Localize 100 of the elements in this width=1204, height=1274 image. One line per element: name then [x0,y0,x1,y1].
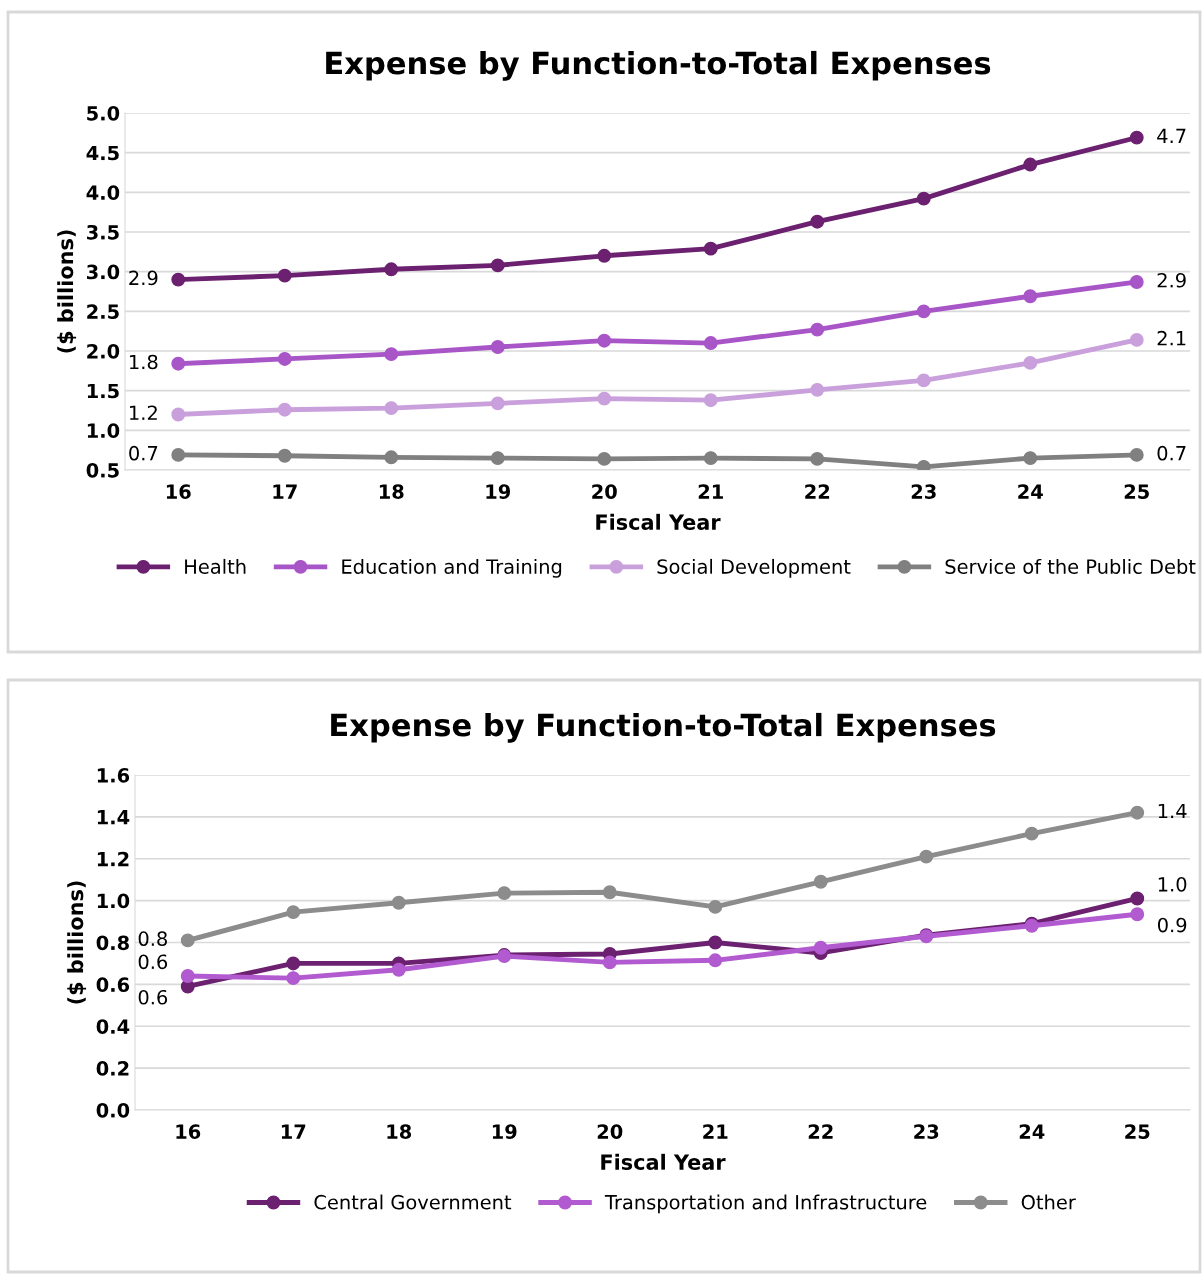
point [916,191,931,206]
chart-title: Expense by Function-to-Total Expenses [326,50,991,81]
point [597,391,612,406]
y-tick-label: 4.5 [86,145,119,161]
legend-label: Service of the Public Debt [945,558,1196,574]
point [810,322,825,337]
y-tick-label: 1.2 [97,851,129,867]
x-tick-label: 25 [1125,1124,1150,1139]
point [708,953,723,968]
data-label: 1.8 [130,354,158,370]
data-label: 2.9 [129,270,158,286]
point [277,268,292,283]
y-tick-label: 2.0 [87,343,120,359]
x-axis-title: Fiscal Year [596,513,721,530]
point [171,447,186,462]
point [602,955,617,970]
data-label: 4.7 [1157,128,1186,143]
point [277,402,292,417]
x-tick-label: 22 [808,1124,833,1139]
x-axis-title: Fiscal Year [601,1153,726,1170]
point [708,935,723,950]
point [1129,332,1144,347]
point [1023,451,1038,466]
legend-label: Central Government [314,1194,512,1210]
data-label: 0.7 [1157,445,1186,461]
point [708,899,723,914]
point [1129,275,1144,289]
x-tick-label: 20 [592,484,617,499]
data-label: 2.1 [1157,330,1186,346]
point [1130,805,1145,820]
point [813,874,828,889]
data-label: 0.6 [138,954,168,970]
point [490,258,505,273]
point [916,373,931,388]
y-tick-label: 0.5 [86,462,119,478]
point [1130,891,1145,906]
legend-label: Social Development [657,558,851,578]
point [490,451,505,466]
y-tick-label: 0.4 [96,1019,130,1034]
point [810,451,825,466]
point [286,971,301,986]
point [597,451,612,466]
x-tick-label: 21 [703,1124,728,1139]
point [703,241,718,256]
y-tick-label: 5.0 [87,105,120,121]
point [1023,355,1038,370]
x-tick-label: 18 [387,1124,412,1139]
y-tick-label: 1.6 [97,767,130,783]
x-tick-label: 19 [486,484,511,499]
point [171,407,186,422]
point [1023,289,1038,304]
x-tick-label: 16 [166,484,191,499]
data-label: 1.0 [1158,876,1187,892]
point [1130,907,1145,922]
y-tick-label: 0.6 [96,977,130,993]
point [180,969,195,983]
point [703,336,718,351]
chart-title: Expense by Function-to-Total Expenses [331,712,996,743]
point [391,962,406,977]
point [384,347,399,362]
x-tick-label: 24 [1018,484,1043,499]
point [277,351,292,366]
legend-label: Other [1021,1194,1076,1210]
y-tick-label: 4.0 [86,185,120,200]
x-tick-label: 22 [805,484,830,499]
x-tick-label: 21 [698,484,723,499]
x-tick-label: 17 [273,484,297,499]
y-tick-label: 2.5 [87,304,119,319]
x-tick-label: 17 [281,1124,306,1139]
y-tick-label: 0.2 [96,1061,129,1076]
x-tick-label: 18 [379,484,404,499]
x-tick-label: 23 [911,484,936,499]
point [180,933,195,948]
point [490,396,505,411]
point [810,382,825,397]
point [384,450,399,465]
y-tick-label: 3.0 [87,264,120,280]
point [602,885,617,900]
point [384,262,399,277]
point [703,451,718,466]
legend-label: Education and Training [342,558,562,578]
x-tick-label: 16 [176,1124,201,1139]
x-tick-label: 23 [914,1124,939,1139]
data-label: 0.6 [138,989,168,1005]
point [810,214,825,229]
y-tick-label: 1.4 [97,810,130,825]
y-tick-label: 3.5 [87,224,119,240]
point [916,304,931,319]
data-label: 0.8 [138,931,167,947]
y-tick-label: 1.0 [87,423,120,438]
point [384,401,399,416]
data-label: 2.9 [1157,272,1186,288]
point [497,886,512,901]
point [703,393,718,408]
point [1024,826,1039,841]
y-tick-label: 1.0 [97,893,130,909]
point [286,905,301,920]
y-axis-title: ($ billions) [57,230,77,353]
y-axis-title: ($ billions) [67,881,87,1004]
legend-label: Transportation and Infrastructure [604,1194,927,1214]
